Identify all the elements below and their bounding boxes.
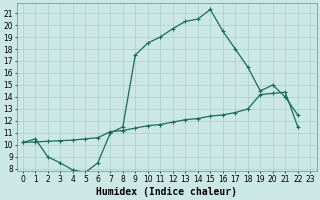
X-axis label: Humidex (Indice chaleur): Humidex (Indice chaleur): [96, 186, 237, 197]
